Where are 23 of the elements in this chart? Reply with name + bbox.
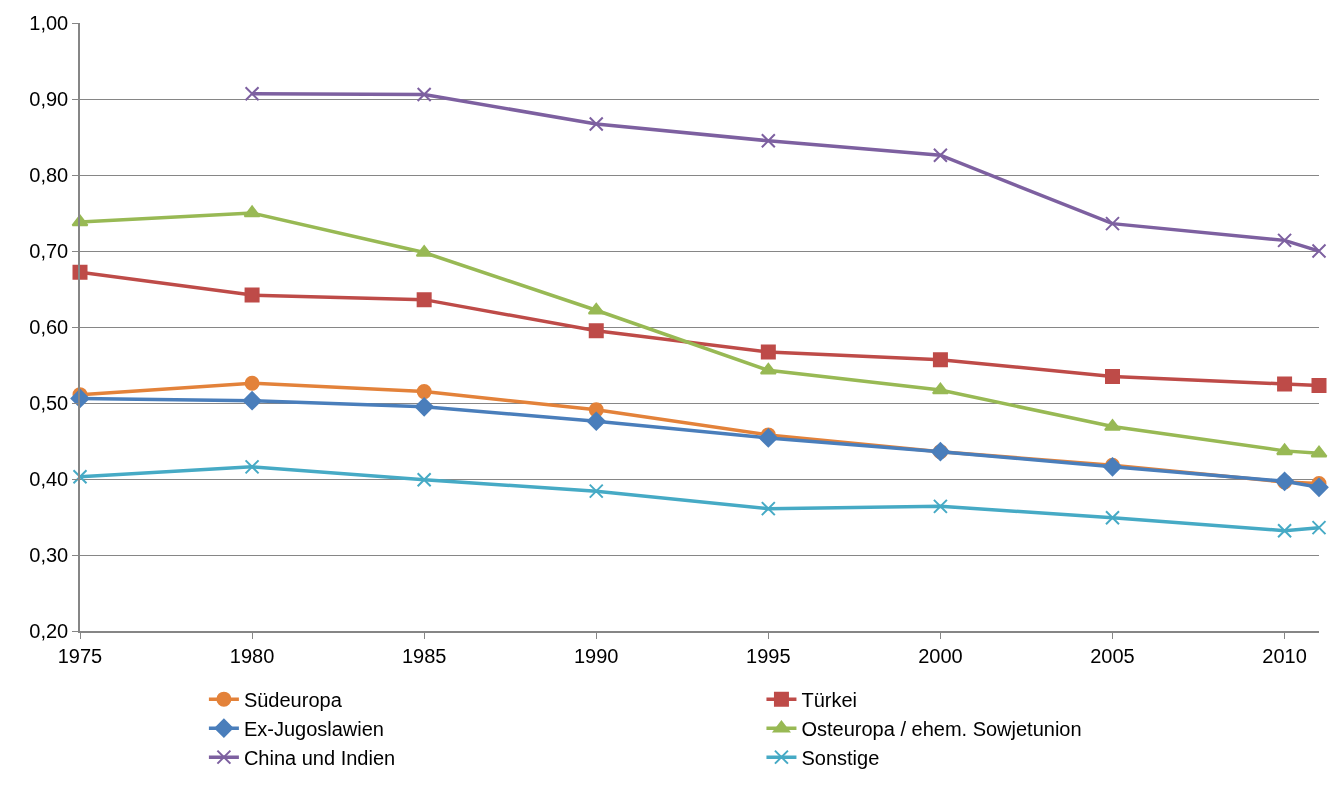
y-tick-label: 0,90 [29, 88, 69, 110]
x-tick-label: 2005 [1090, 644, 1135, 667]
x-tick-label: 1985 [401, 644, 447, 667]
x-tick-label: 2010 [1262, 644, 1307, 667]
legend-label: Südeuropa [243, 688, 343, 711]
x-tick-label: 2000 [918, 644, 963, 667]
y-tick-label: 0,40 [29, 468, 69, 490]
legend-label: Ex-Jugoslawien [243, 717, 384, 740]
y-tick-label: 0,20 [29, 620, 69, 642]
y-tick-label: 0,70 [29, 240, 69, 262]
y-tick-label: 1,00 [29, 12, 69, 34]
legend-label: Türkei [801, 688, 858, 711]
x-tick-label: 1975 [57, 644, 103, 667]
legend-label: Sonstige [801, 746, 880, 769]
y-tick-label: 0,60 [29, 316, 69, 338]
y-tick-label: 0,30 [29, 544, 69, 566]
legend-label: China und Indien [243, 746, 396, 769]
x-tick-label: 1990 [574, 644, 619, 667]
x-tick-label: 1980 [229, 644, 275, 667]
legend-label: Osteuropa / ehem. Sowjetunion [801, 717, 1082, 740]
x-tick-label: 1995 [746, 644, 791, 667]
y-tick-label: 0,50 [29, 392, 69, 414]
y-tick-label: 0,80 [29, 164, 69, 186]
